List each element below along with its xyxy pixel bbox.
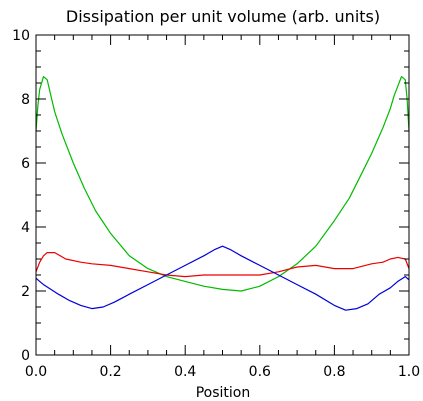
series-line-2: [35, 252, 410, 278]
y-tick-label: 2: [21, 284, 30, 300]
x-tick-label: 0.0: [25, 364, 47, 380]
y-tick-label: 8: [21, 92, 30, 108]
x-tick-label: 0.8: [323, 364, 345, 380]
x-tick-label: 1.0: [398, 364, 420, 380]
x-axis-label: Position: [196, 385, 251, 401]
y-tick-label: 10: [12, 28, 30, 44]
chart-title: Dissipation per unit volume (arb. units): [66, 7, 380, 26]
x-tick-label: 0.6: [249, 364, 271, 380]
x-tick-label: 0.4: [174, 364, 196, 380]
plot-frame: [35, 34, 410, 356]
y-tick-label: 0: [21, 348, 30, 364]
x-tick-label: 0.2: [99, 364, 121, 380]
series-line-3: [35, 245, 410, 311]
plot-area: [35, 75, 410, 311]
y-tick-label: 6: [21, 156, 30, 172]
series-line-1: [35, 75, 410, 292]
y-tick-label: 4: [21, 220, 30, 236]
axes: 0.0 0.2 0.4 0.6 0.8 1.0 0 2 4 6 8 10: [12, 28, 420, 380]
